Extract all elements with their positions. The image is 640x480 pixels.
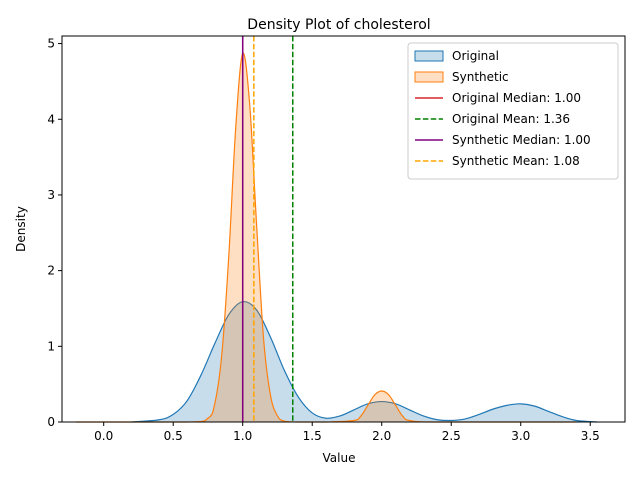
chart-title: Density Plot of cholesterol <box>247 17 430 33</box>
density-line-original <box>131 300 598 423</box>
legend-label-original: Original <box>452 49 499 63</box>
y-tick-label: 5 <box>47 37 55 51</box>
legend: Original Synthetic Original Median: 1.00 Or… <box>407 42 619 180</box>
x-tick-label: 3.5 <box>581 429 600 443</box>
legend-label-ref-1: Original Mean: 1.36 <box>452 112 570 126</box>
x-tick-label: 1.0 <box>233 429 252 443</box>
legend-swatch-synthetic <box>414 71 444 83</box>
y-tick-label: 1 <box>47 339 55 353</box>
legend-label-ref-0: Original Median: 1.00 <box>452 91 581 105</box>
y-tick-label: 3 <box>47 188 55 202</box>
legend-swatch-original <box>414 50 444 62</box>
legend-label-ref-3: Synthetic Mean: 1.08 <box>452 154 580 168</box>
x-tick-label: 1.5 <box>303 429 322 443</box>
density-area-original <box>131 301 598 422</box>
legend-label-ref-2: Synthetic Median: 1.00 <box>452 133 591 147</box>
y-axis-label: Density <box>14 206 28 252</box>
x-tick-label: 2.0 <box>372 429 391 443</box>
x-axis-label: Value <box>323 451 356 465</box>
y-axis: 0 1 2 3 4 5 <box>47 37 62 429</box>
plot-frame <box>61 35 626 423</box>
x-tick-label: 3.0 <box>511 429 530 443</box>
x-tick-label: 0.0 <box>94 429 113 443</box>
x-tick-label: 0.5 <box>164 429 183 443</box>
plot-area <box>75 36 598 423</box>
density-line-synthetic <box>75 52 577 423</box>
y-tick-label: 4 <box>47 112 55 126</box>
y-tick-label: 0 <box>47 415 55 429</box>
y-tick-label: 2 <box>47 264 55 278</box>
legend-box <box>407 42 619 180</box>
x-axis: 0.0 0.5 1.0 1.5 2.0 2.5 3.0 3.5 <box>94 422 600 443</box>
legend-label-synthetic: Synthetic <box>452 70 509 84</box>
x-tick-label: 2.5 <box>442 429 461 443</box>
